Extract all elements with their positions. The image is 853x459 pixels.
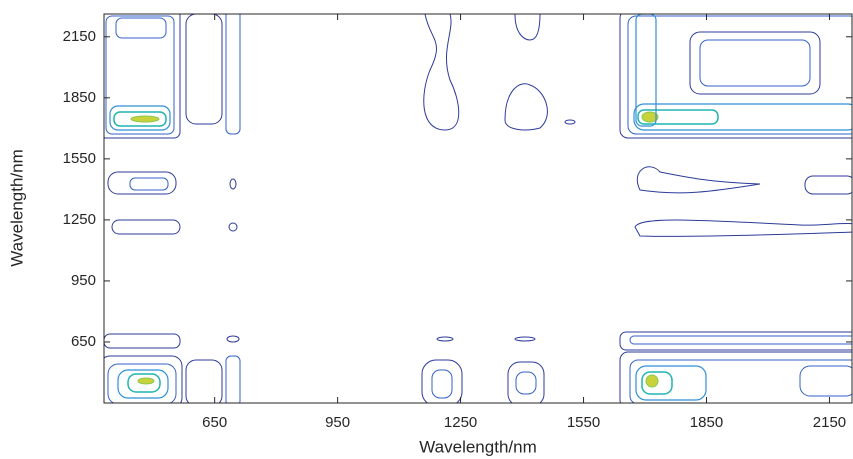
x-axis-label: Wavelength/nm bbox=[419, 437, 536, 456]
y-tick-label: 950 bbox=[71, 272, 96, 289]
x-tick-label: 2150 bbox=[813, 414, 846, 431]
x-tick-label: 1550 bbox=[567, 414, 600, 431]
x-tick-label: 1250 bbox=[444, 414, 477, 431]
y-tick-label: 1250 bbox=[63, 211, 96, 228]
contours bbox=[104, 14, 852, 403]
y-axis-label: Wavelength/nm bbox=[7, 149, 26, 266]
y-tick-label: 2150 bbox=[63, 28, 96, 45]
axes-box bbox=[103, 13, 853, 404]
plot-area bbox=[104, 14, 852, 403]
x-tick-label: 950 bbox=[325, 414, 350, 431]
y-tick-label: 1850 bbox=[63, 89, 96, 106]
y-tick-label: 1550 bbox=[63, 150, 96, 167]
y-tick-label: 650 bbox=[71, 333, 96, 350]
x-tick-label: 650 bbox=[202, 414, 227, 431]
x-tick-label: 1850 bbox=[690, 414, 723, 431]
